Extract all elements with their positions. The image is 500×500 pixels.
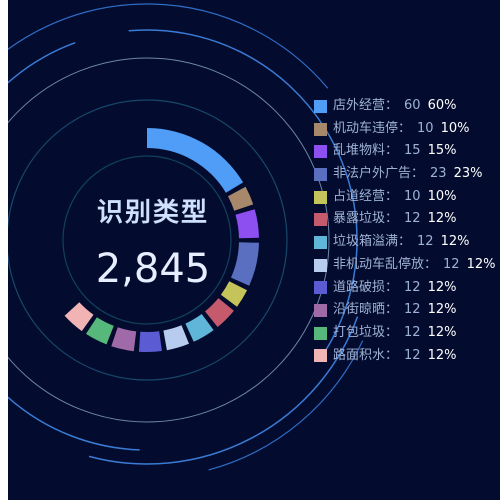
legend-value: 12	[404, 211, 421, 227]
legend-label: 机动车违停：	[333, 120, 412, 136]
legend-percent: 12%	[427, 347, 457, 363]
legend-label: 乱堆物料：	[333, 143, 399, 159]
outer-arc-lower	[208, 340, 364, 471]
legend-swatch	[314, 167, 327, 181]
legend-percent: 15%	[427, 143, 457, 159]
legend-label: 暴露垃圾：	[333, 211, 399, 227]
outer-arc-left	[8, 41, 140, 451]
legend-item[interactable]: 机动车违停： 10 10%	[314, 118, 500, 141]
legend-value: 10	[417, 120, 434, 136]
legend-swatch	[314, 304, 327, 318]
ring-chart	[8, 3, 364, 471]
legend-percent: 12%	[427, 302, 457, 318]
legend-label: 路面积水：	[333, 347, 399, 363]
legend-label: 打包垃圾：	[333, 324, 399, 340]
ring-segment	[205, 298, 234, 327]
legend-item[interactable]: 占道经营： 10 10%	[314, 186, 500, 209]
legend-label: 沿街晾晒：	[333, 302, 399, 318]
outer-arc-top	[8, 3, 329, 89]
legend-item[interactable]: 非机动车乱停放： 12 12%	[314, 254, 500, 277]
ring-segment	[228, 186, 254, 211]
middle-ring	[8, 99, 288, 381]
grey-ring	[8, 57, 330, 423]
legend-item[interactable]: 路面积水： 12 12%	[314, 345, 500, 368]
legend-item[interactable]: 垃圾箱溢满： 12 12%	[314, 231, 500, 254]
ring-segment	[185, 314, 214, 342]
legend-value: 12	[404, 302, 421, 318]
legend-value: 12	[443, 256, 460, 272]
legend-value: 12	[404, 347, 421, 363]
legend-item[interactable]: 暴露垃圾： 12 12%	[314, 208, 500, 231]
legend-swatch	[314, 326, 327, 340]
legend-item[interactable]: 非法户外广告： 23 23%	[314, 163, 500, 186]
ring-segment	[231, 242, 259, 286]
legend-swatch	[314, 145, 327, 159]
legend-value: 60	[404, 98, 421, 113]
legend-item[interactable]: 沿街晾晒： 12 12%	[314, 299, 500, 322]
ring-segment	[111, 327, 137, 352]
legend-label: 占道经营：	[333, 188, 399, 204]
legend-value: 23	[430, 166, 447, 182]
legend-percent: 23%	[453, 166, 483, 182]
legend-swatch	[314, 235, 327, 249]
legend-value: 12	[404, 324, 421, 340]
legend-swatch	[314, 190, 327, 204]
legend-item[interactable]: 店外经营： 60 60%	[314, 95, 500, 118]
ring-segment	[163, 325, 189, 351]
legend: 店外经营： 60 60% 机动车违停： 10 10% 乱堆物料： 15 15% 非法户外广告： 23…	[314, 95, 500, 367]
inner-ring	[62, 155, 232, 325]
legend-item[interactable]: 道路破损： 12 12%	[314, 277, 500, 300]
legend-swatch	[314, 99, 327, 113]
legend-label: 非机动车乱停放：	[333, 256, 438, 272]
legend-label: 店外经营：	[333, 98, 399, 113]
legend-label: 道路破损：	[333, 279, 399, 295]
legend-item[interactable]: 打包垃圾： 12 12%	[314, 322, 500, 345]
ring-segment	[86, 317, 114, 345]
ring-segment	[235, 209, 259, 239]
legend-label: 非法户外广告：	[333, 166, 425, 182]
legend-swatch	[314, 281, 327, 295]
chart-panel: 识别类型 2,845 店外经营： 60 60% 机动车违停： 10 10% 乱堆物料： 15 1…	[8, 0, 500, 500]
legend-percent: 10%	[440, 120, 470, 136]
legend-swatch	[314, 122, 327, 136]
ring-segment	[64, 302, 94, 332]
legend-value: 12	[404, 279, 421, 295]
legend-swatch	[314, 258, 327, 272]
legend-percent: 12%	[427, 324, 457, 340]
legend-percent: 60%	[427, 98, 457, 113]
chart-title: 识别类型	[96, 198, 209, 228]
legend-swatch	[314, 213, 327, 227]
legend-percent: 12%	[466, 256, 496, 272]
ring-segment	[138, 331, 162, 352]
legend-value: 10	[404, 188, 421, 204]
legend-percent: 10%	[427, 188, 457, 204]
ring-segment	[220, 281, 248, 307]
total-value: 2,845	[95, 246, 211, 292]
legend-value: 12	[417, 234, 434, 250]
legend-percent: 12%	[427, 279, 457, 295]
legend-label: 垃圾箱溢满：	[333, 234, 412, 250]
ring-segment	[147, 127, 244, 193]
legend-item[interactable]: 乱堆物料： 15 15%	[314, 140, 500, 163]
outer-arc-bottom	[88, 316, 359, 465]
legend-percent: 12%	[440, 234, 470, 250]
legend-swatch	[314, 349, 327, 363]
legend-value: 15	[404, 143, 421, 159]
legend-percent: 12%	[427, 211, 457, 227]
